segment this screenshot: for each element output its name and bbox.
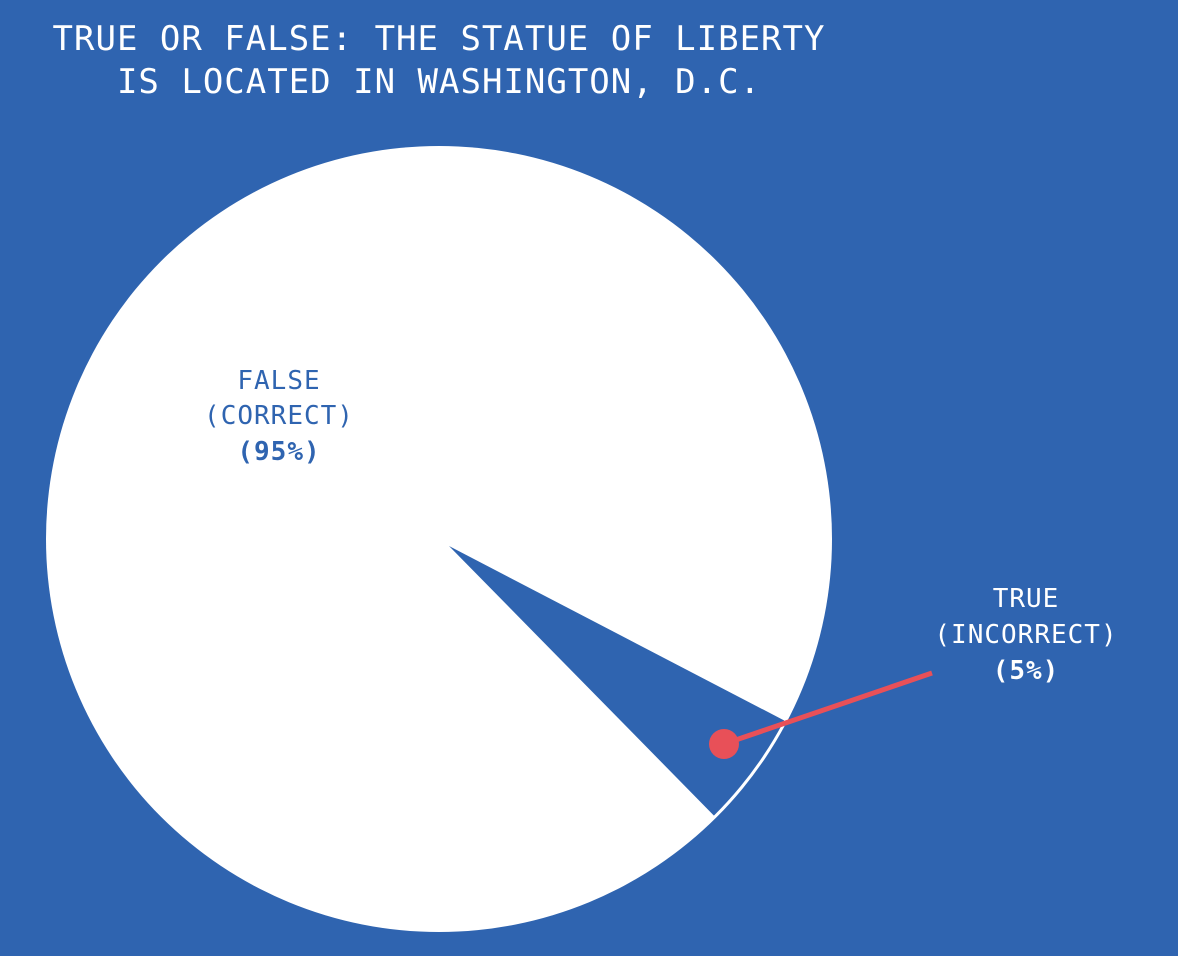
chart-title-line-1: TRUE OR FALSE: THE STATUE OF LIBERTY [52, 19, 826, 59]
chart-title: TRUE OR FALSE: THE STATUE OF LIBERTY IS … [0, 18, 878, 104]
slice-label-true-value: (5%) [993, 656, 1060, 686]
slice-label-true-name: TRUE [993, 584, 1060, 614]
pie-slice-true [449, 546, 822, 846]
pie-slices [46, 146, 832, 932]
slice-label-false-name: FALSE [237, 366, 320, 396]
callout-dot [709, 729, 739, 759]
callout-line [723, 670, 933, 747]
slice-label-false-note: (CORRECT) [204, 401, 354, 431]
chart-title-line-2: IS LOCATED IN WASHINGTON, D.C. [116, 62, 762, 102]
slice-label-false-value: (95%) [237, 437, 320, 467]
callout [709, 670, 933, 759]
slice-labels: FALSE (CORRECT) (95%) TRUE (INCORRECT) (… [204, 366, 1117, 686]
slice-label-true-note: (INCORRECT) [934, 620, 1117, 650]
